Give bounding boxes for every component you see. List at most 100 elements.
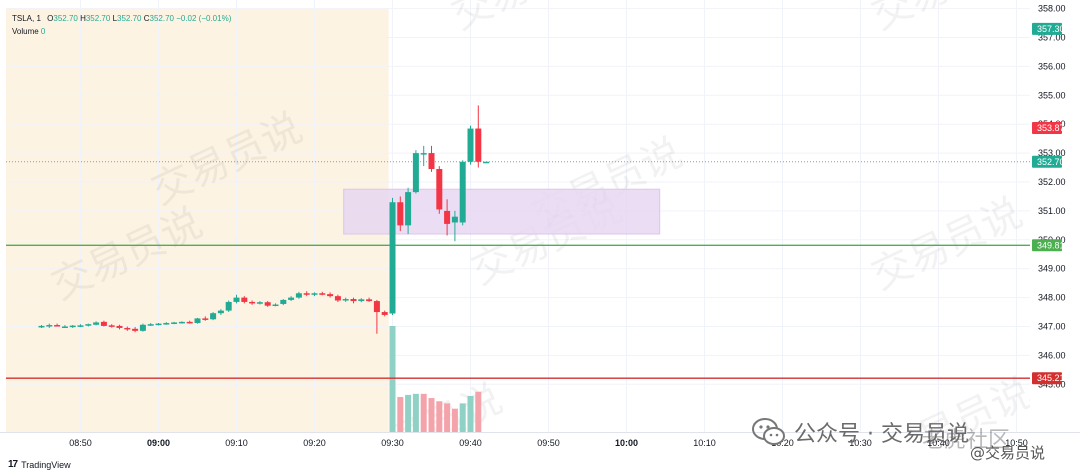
candle-body	[288, 297, 295, 300]
candle-body	[327, 294, 334, 297]
horizontal-lines[interactable]	[6, 161, 1030, 379]
time-tick-label: 09:10	[225, 438, 248, 448]
price-tick-label: 347.00	[1038, 322, 1066, 332]
close-value: 352.70	[149, 14, 174, 23]
high-label: H	[80, 14, 86, 23]
price-tick-label: 351.00	[1038, 206, 1066, 216]
candle-body	[412, 153, 419, 193]
candle-body	[272, 304, 279, 307]
candle-body	[38, 325, 45, 328]
candle-body	[436, 168, 443, 210]
candle-body	[350, 299, 357, 302]
time-tick-label: 09:50	[537, 438, 560, 448]
candle-body	[171, 322, 178, 324]
tradingview-brand: TradingView	[21, 459, 71, 470]
time-tick-label: 10:30	[849, 438, 872, 448]
time-axis[interactable]: 08:50 09:00 09:10 09:20 09:30 09:40 09:50 10:00…	[0, 428, 1080, 476]
volume-bars	[389, 326, 482, 432]
candle-body	[217, 310, 224, 314]
price-tick-label: 345.00	[1038, 379, 1066, 389]
open-value: 352.70	[53, 14, 78, 23]
volume-bar	[420, 393, 427, 432]
candle-body	[178, 321, 185, 324]
price-tick-label: 358.00	[1038, 4, 1066, 14]
candle-body	[366, 299, 373, 302]
candle-body	[100, 321, 107, 326]
time-tick-label: 10:10	[693, 438, 716, 448]
chart-background	[6, 8, 389, 432]
low-label: L	[112, 14, 118, 23]
candle-body	[155, 323, 162, 326]
watermark-text: 交易员说	[445, 0, 609, 39]
time-tick-label: 10:40	[927, 438, 950, 448]
candle-body	[334, 296, 341, 301]
volume-bar	[412, 393, 419, 432]
time-tick-label: 09:40	[459, 438, 482, 448]
time-axis-bg	[0, 432, 1080, 476]
overlay-watermark: 老虎社区	[922, 428, 1010, 453]
candle-body	[210, 313, 217, 320]
price-label-text: 345.21	[1037, 373, 1065, 383]
watermark-text: 交易员说	[865, 0, 1029, 39]
tradingview-logo[interactable]: 17 TradingView	[8, 459, 71, 470]
candle-body	[132, 328, 139, 331]
volume-bar	[428, 398, 435, 432]
time-tick-label: 10:50	[1005, 438, 1028, 448]
time-tick-label: 08:50	[69, 438, 92, 448]
candle-body	[303, 293, 310, 295]
candle-body	[373, 301, 380, 313]
candle-body	[475, 128, 482, 162]
price-label-text: 353.87	[1037, 123, 1065, 133]
candle-body	[467, 128, 474, 162]
volume-bar	[451, 408, 458, 432]
wechat-watermark: 公众号 · 交易员说	[752, 416, 969, 448]
time-tick-label: 10:20	[771, 438, 794, 448]
volume-bar	[397, 397, 404, 432]
close-label: C	[143, 14, 150, 23]
time-tick-label: 09:00	[147, 438, 170, 448]
change-value: −0.02 (−0.01%)	[176, 14, 232, 23]
price-tick-label: 357.00	[1038, 33, 1066, 43]
highlight-zone	[343, 188, 661, 235]
candle-body	[249, 301, 256, 304]
grid-lines	[6, 0, 1030, 432]
open-label: O	[47, 14, 54, 23]
candle-body	[108, 325, 115, 327]
candle-body	[233, 297, 240, 302]
price-label-text: 357.30	[1037, 24, 1065, 34]
candle-body	[46, 325, 53, 327]
candle-body	[444, 210, 451, 224]
price-label-badge	[1032, 22, 1062, 35]
candle-body	[459, 161, 466, 223]
volume-label: Volume	[12, 27, 39, 36]
price-axis[interactable]: 358.00357.00356.00355.00354.00353.00352.…	[1030, 0, 1080, 432]
candle-body	[93, 322, 100, 325]
price-tick-label: 353.00	[1038, 148, 1066, 158]
candle-body	[256, 302, 263, 304]
corner-watermark: @交易员说	[970, 444, 1046, 462]
candle-body	[420, 153, 427, 155]
candle-body	[202, 318, 209, 320]
price-label-text: 349.81	[1037, 240, 1065, 250]
candle-body	[405, 192, 412, 226]
wechat-icon	[752, 417, 786, 447]
time-tick-label: 09:30	[381, 438, 404, 448]
price-label-badge	[1032, 239, 1062, 252]
price-label-badge	[1032, 155, 1062, 168]
symbol-label[interactable]: TSLA, 1	[12, 14, 41, 23]
premarket-shading	[6, 8, 389, 432]
candle-body	[61, 326, 68, 328]
candle-body	[139, 324, 146, 331]
candle-body	[163, 323, 170, 325]
wechat-text: 公众号 · 交易员说	[794, 422, 969, 447]
volume-value: 0	[40, 27, 46, 36]
price-axis-bg	[1030, 0, 1080, 432]
volume-bar	[405, 394, 412, 432]
candle-body	[194, 318, 201, 324]
price-tick-label: 352.00	[1038, 177, 1066, 187]
price-tick-label: 356.00	[1038, 61, 1066, 71]
candle-body	[428, 153, 435, 169]
candle-body	[77, 325, 84, 327]
candle-body	[451, 216, 458, 223]
